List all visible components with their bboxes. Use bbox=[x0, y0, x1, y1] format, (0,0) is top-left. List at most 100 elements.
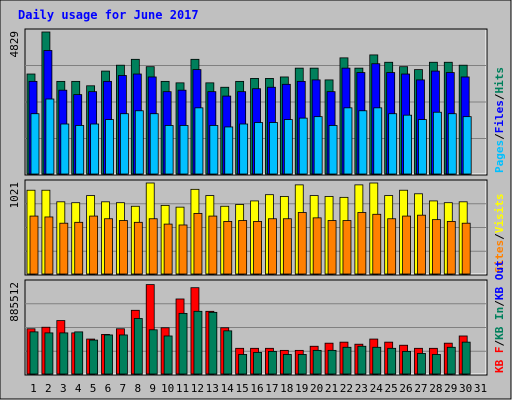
bar-sites-day-5 bbox=[89, 215, 99, 275]
bar-pages-day-30 bbox=[462, 116, 472, 175]
bar-sites-day-8 bbox=[133, 221, 143, 275]
x-tick-label-11: 11 bbox=[176, 382, 189, 395]
x-tick-label-5: 5 bbox=[90, 382, 97, 395]
x-tick-label-24: 24 bbox=[370, 382, 384, 395]
chart-title: Daily usage for June 2017 bbox=[18, 8, 199, 22]
bar-sites-day-2 bbox=[44, 216, 54, 275]
bar-sites-day-21 bbox=[327, 220, 337, 275]
panel-kbf-kbin-kbout: 885512 KB F/KB In/KB Out bbox=[8, 260, 506, 376]
bar-pages-day-12 bbox=[194, 107, 204, 175]
bar-pages-day-23 bbox=[358, 110, 368, 175]
legend-entry: Pages bbox=[493, 140, 506, 173]
x-tick-label-23: 23 bbox=[355, 382, 368, 395]
bar-pages-day-2 bbox=[45, 98, 55, 175]
bar-pages-day-6 bbox=[105, 119, 114, 175]
x-tick-label-28: 28 bbox=[429, 382, 442, 395]
bar-pages-day-8 bbox=[134, 110, 144, 175]
bar-sites-day-6 bbox=[104, 218, 113, 275]
legend-entry: / bbox=[493, 93, 506, 100]
bar-kb_in-day-29 bbox=[446, 346, 456, 375]
bar-sites-day-3 bbox=[59, 222, 69, 275]
bar-kb_in-day-21 bbox=[327, 349, 337, 375]
x-tick-label-27: 27 bbox=[414, 382, 427, 395]
legend: Sites/Visits bbox=[493, 194, 506, 274]
legend-entry: / bbox=[493, 340, 506, 347]
bar-kb_in-day-20 bbox=[312, 349, 322, 375]
x-tick-label-6: 6 bbox=[105, 382, 112, 395]
series-kb_in bbox=[29, 310, 471, 375]
bar-pages-day-20 bbox=[313, 116, 323, 175]
legend: Pages/Files/Hits bbox=[493, 67, 506, 173]
bar-kb_in-day-3 bbox=[59, 332, 69, 375]
bar-sites-day-24 bbox=[372, 213, 382, 275]
bar-pages-day-11 bbox=[179, 125, 189, 175]
x-tick-label-30: 30 bbox=[459, 382, 472, 395]
bar-kb_in-day-24 bbox=[372, 346, 382, 375]
panel-visits-sites: 1021 Sites/Visits bbox=[8, 179, 506, 276]
bar-pages-day-22 bbox=[343, 107, 353, 175]
x-tick-label-19: 19 bbox=[295, 382, 308, 395]
legend-entry: Files bbox=[493, 100, 506, 133]
bar-kb_in-day-10 bbox=[163, 335, 173, 375]
x-tick-label-12: 12 bbox=[191, 382, 204, 395]
bar-kb_in-day-6 bbox=[104, 334, 113, 375]
bar-kb_in-day-26 bbox=[402, 350, 411, 375]
bar-pages-day-1 bbox=[30, 113, 40, 175]
bar-sites-day-4 bbox=[74, 221, 84, 275]
bar-pages-day-3 bbox=[60, 123, 70, 175]
legend-entry: KB Out bbox=[493, 260, 506, 300]
bar-kb_in-day-15 bbox=[238, 354, 248, 375]
x-tick-label-10: 10 bbox=[161, 382, 174, 395]
legend-entry: / bbox=[493, 233, 506, 240]
x-tick-label-15: 15 bbox=[235, 382, 248, 395]
x-axis: 1 2 3 4 5 6 7 8 9 10 11 12 13 14 15 16 17 18 19 20 21 22 23 24 2… bbox=[30, 382, 487, 395]
bar-sites-day-10 bbox=[163, 223, 173, 275]
bar-kb_in-day-4 bbox=[74, 331, 84, 375]
bar-sites-day-30 bbox=[461, 222, 471, 275]
y-max-label: 1021 bbox=[8, 182, 21, 209]
x-tick-label-18: 18 bbox=[280, 382, 293, 395]
bar-sites-day-16 bbox=[253, 221, 262, 275]
bar-pages-day-7 bbox=[120, 113, 129, 175]
bar-pages-day-5 bbox=[90, 123, 100, 175]
bar-kb_in-day-25 bbox=[387, 347, 397, 375]
bar-sites-day-18 bbox=[282, 218, 292, 275]
bar-pages-day-4 bbox=[75, 125, 85, 175]
x-tick-label-26: 26 bbox=[399, 382, 412, 395]
series-pages bbox=[30, 98, 472, 175]
x-tick-label-13: 13 bbox=[206, 382, 219, 395]
bar-pages-day-9 bbox=[149, 113, 159, 175]
bar-sites-day-23 bbox=[357, 212, 367, 275]
bar-kb_in-day-5 bbox=[89, 339, 99, 375]
bar-kb_in-day-30 bbox=[461, 341, 471, 375]
bar-kb_in-day-8 bbox=[133, 318, 143, 375]
bar-kb_in-day-1 bbox=[29, 331, 39, 375]
bar-kb_in-day-7 bbox=[119, 334, 128, 375]
legend-entry: Sites bbox=[493, 240, 506, 273]
bar-pages-day-18 bbox=[283, 119, 293, 175]
bar-pages-day-15 bbox=[239, 123, 249, 175]
bar-pages-day-28 bbox=[432, 111, 442, 175]
chart-panels: 4829Pages/Files/Hits1021Sites/Visits8855… bbox=[8, 28, 506, 376]
bar-sites-day-26 bbox=[402, 215, 411, 275]
x-tick-label-21: 21 bbox=[325, 382, 338, 395]
y-max-label: 885512 bbox=[8, 282, 21, 322]
legend: KB F/KB In/KB Out bbox=[493, 260, 506, 373]
bar-kb_in-day-18 bbox=[282, 354, 292, 375]
x-tick-label-7: 7 bbox=[120, 382, 127, 395]
bar-kb_in-day-23 bbox=[357, 345, 367, 375]
bar-pages-day-17 bbox=[269, 122, 278, 175]
x-tick-label-4: 4 bbox=[75, 382, 82, 395]
x-tick-label-3: 3 bbox=[60, 382, 67, 395]
x-tick-label-31: 31 bbox=[474, 382, 487, 395]
bar-kb_in-day-12 bbox=[193, 310, 203, 375]
bar-pages-day-19 bbox=[298, 117, 308, 175]
bar-sites-day-27 bbox=[417, 214, 426, 275]
bar-kb_in-day-11 bbox=[178, 312, 188, 375]
legend-entry: / bbox=[493, 300, 506, 307]
bar-kb_in-day-22 bbox=[342, 346, 352, 375]
x-tick-label-9: 9 bbox=[149, 382, 156, 395]
